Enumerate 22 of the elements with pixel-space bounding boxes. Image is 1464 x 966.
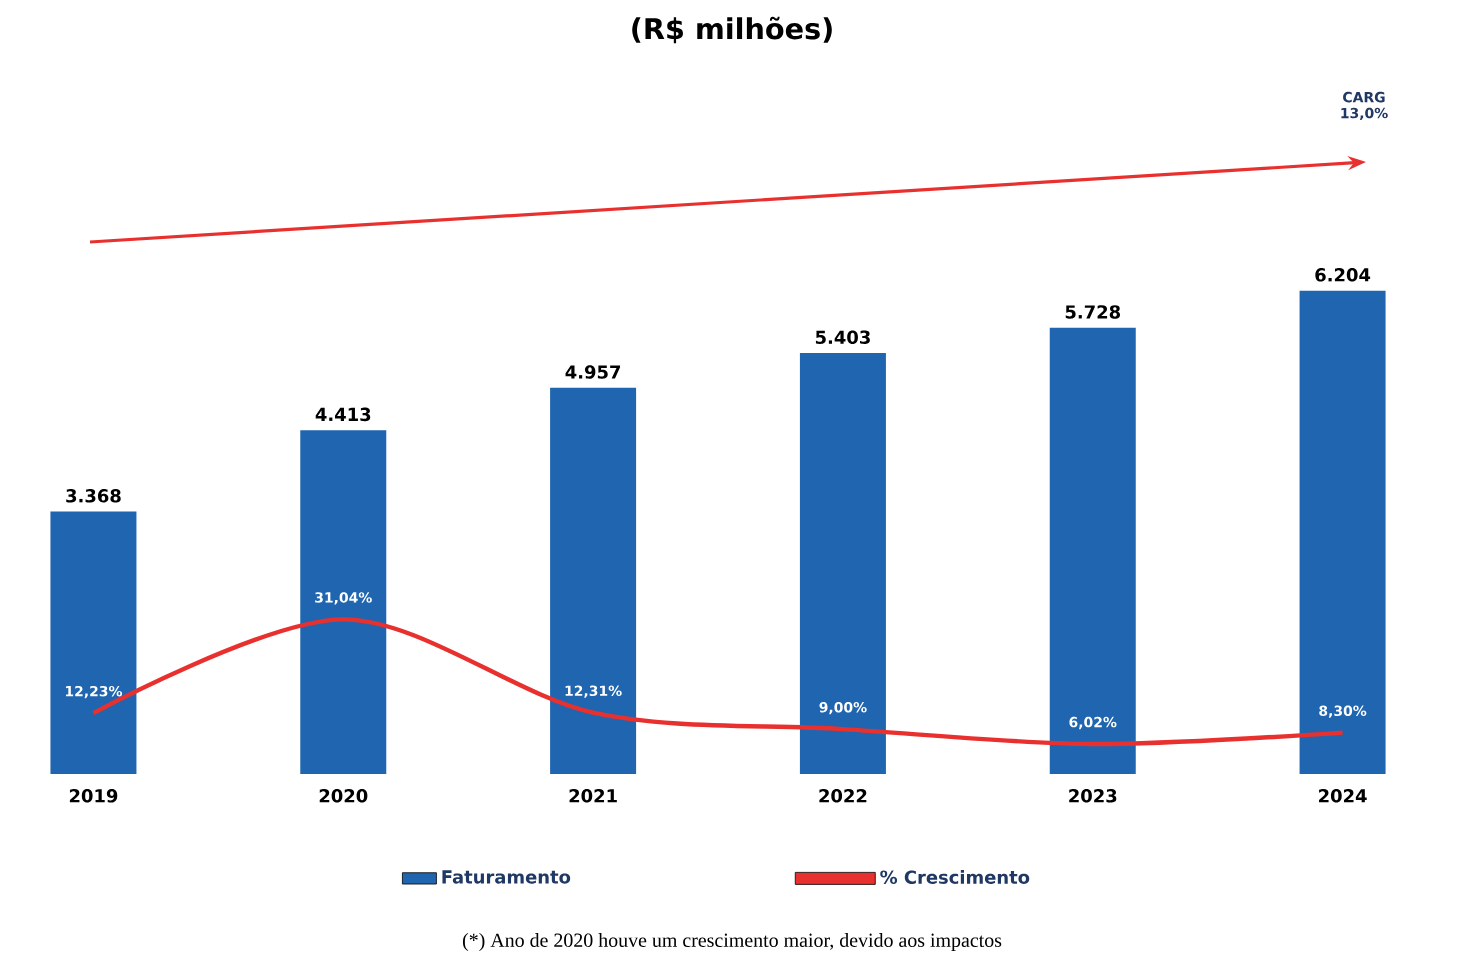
x-tick-label: 2019	[69, 789, 118, 803]
bar	[1299, 290, 1386, 774]
x-tick-label: 2020	[319, 789, 368, 803]
data-label: 4.957	[565, 365, 621, 379]
legend-label: Faturamento	[442, 870, 571, 884]
bar	[799, 353, 886, 774]
bar	[300, 430, 387, 774]
data-label: 5.728	[1065, 305, 1121, 319]
x-tick-label: 2022	[819, 789, 867, 803]
x-tick-label: 2023	[1069, 789, 1117, 803]
data-label: 3.368	[66, 489, 121, 503]
data-label: 5.403	[815, 330, 870, 345]
data-label: 4.413	[315, 407, 371, 422]
legend-label: % Crescimento	[880, 870, 1030, 884]
bar	[550, 387, 637, 774]
data-label: 6.204	[1315, 268, 1371, 282]
bar	[1049, 327, 1136, 774]
x-tick-label: 2021	[569, 789, 617, 803]
x-tick-label: 2024	[1319, 789, 1367, 803]
text: (*) Ano de 2020 houve um crescimento maior, devido aos impactos	[462, 932, 1002, 952]
chart-title: (R$ milhões)	[632, 16, 832, 44]
bar	[50, 511, 137, 774]
